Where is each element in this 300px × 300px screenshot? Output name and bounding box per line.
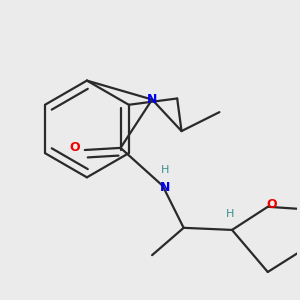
Text: H: H [226, 209, 234, 219]
Text: N: N [160, 182, 170, 194]
Text: H: H [160, 165, 169, 175]
Text: O: O [69, 141, 80, 154]
Text: O: O [267, 198, 277, 211]
Text: N: N [147, 93, 157, 106]
